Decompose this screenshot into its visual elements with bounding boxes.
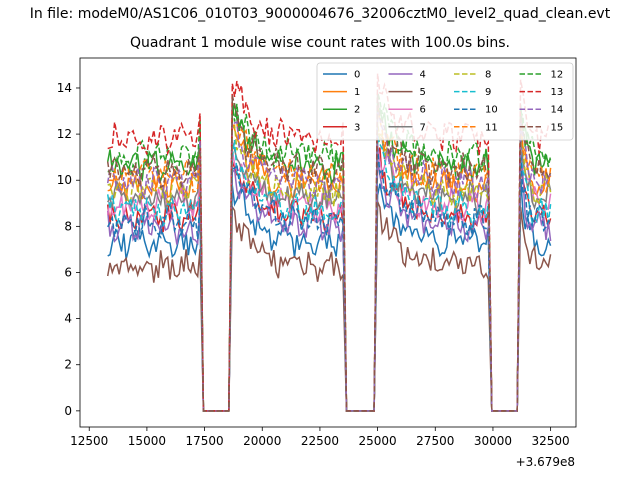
- legend-label: 1: [354, 87, 360, 98]
- legend-label: 0: [354, 70, 360, 81]
- x-tick-label: 17500: [185, 434, 223, 448]
- legend-label: 10: [485, 105, 498, 116]
- y-tick-label: 8: [64, 219, 72, 233]
- y-tick-label: 6: [64, 265, 72, 279]
- x-axis: 12500 15000 17500 20000 22500 25000 27500 30000…: [70, 427, 570, 448]
- x-tick-label: 30000: [474, 434, 512, 448]
- x-tick-label: 27500: [416, 434, 454, 448]
- x-tick-label: 22500: [301, 434, 339, 448]
- x-tick-label: 20000: [243, 434, 281, 448]
- legend-label: 2: [354, 105, 360, 116]
- x-tick-label: 15000: [128, 434, 166, 448]
- y-tick-label: 12: [57, 127, 72, 141]
- legend-label: 5: [420, 87, 426, 98]
- x-tick-label: 12500: [70, 434, 108, 448]
- legend-label: 3: [354, 122, 360, 133]
- legend-label: 12: [551, 70, 564, 81]
- legend-label: 9: [485, 87, 491, 98]
- x-tick-label: 25000: [359, 434, 397, 448]
- y-tick-label: 14: [57, 81, 72, 95]
- legend-label: 7: [420, 122, 426, 133]
- x-tick-label: 32500: [532, 434, 570, 448]
- legend-label: 14: [551, 105, 564, 116]
- y-axis: 0 2 4 6 8 10 12 14: [57, 81, 80, 418]
- legend-label: 11: [485, 122, 498, 133]
- legend-label: 6: [420, 105, 426, 116]
- y-tick-label: 2: [64, 358, 72, 372]
- legend-label: 8: [485, 70, 491, 81]
- legend-label: 4: [420, 70, 426, 81]
- y-tick-label: 0: [64, 404, 72, 418]
- legend-label: 13: [551, 87, 564, 98]
- x-offset-label: +3.679e8: [516, 455, 575, 469]
- chart-figure: 12500 15000 17500 20000 22500 25000 27500 30000…: [0, 0, 640, 480]
- y-tick-label: 4: [64, 312, 72, 326]
- y-tick-label: 10: [57, 173, 72, 187]
- legend-label: 15: [551, 122, 564, 133]
